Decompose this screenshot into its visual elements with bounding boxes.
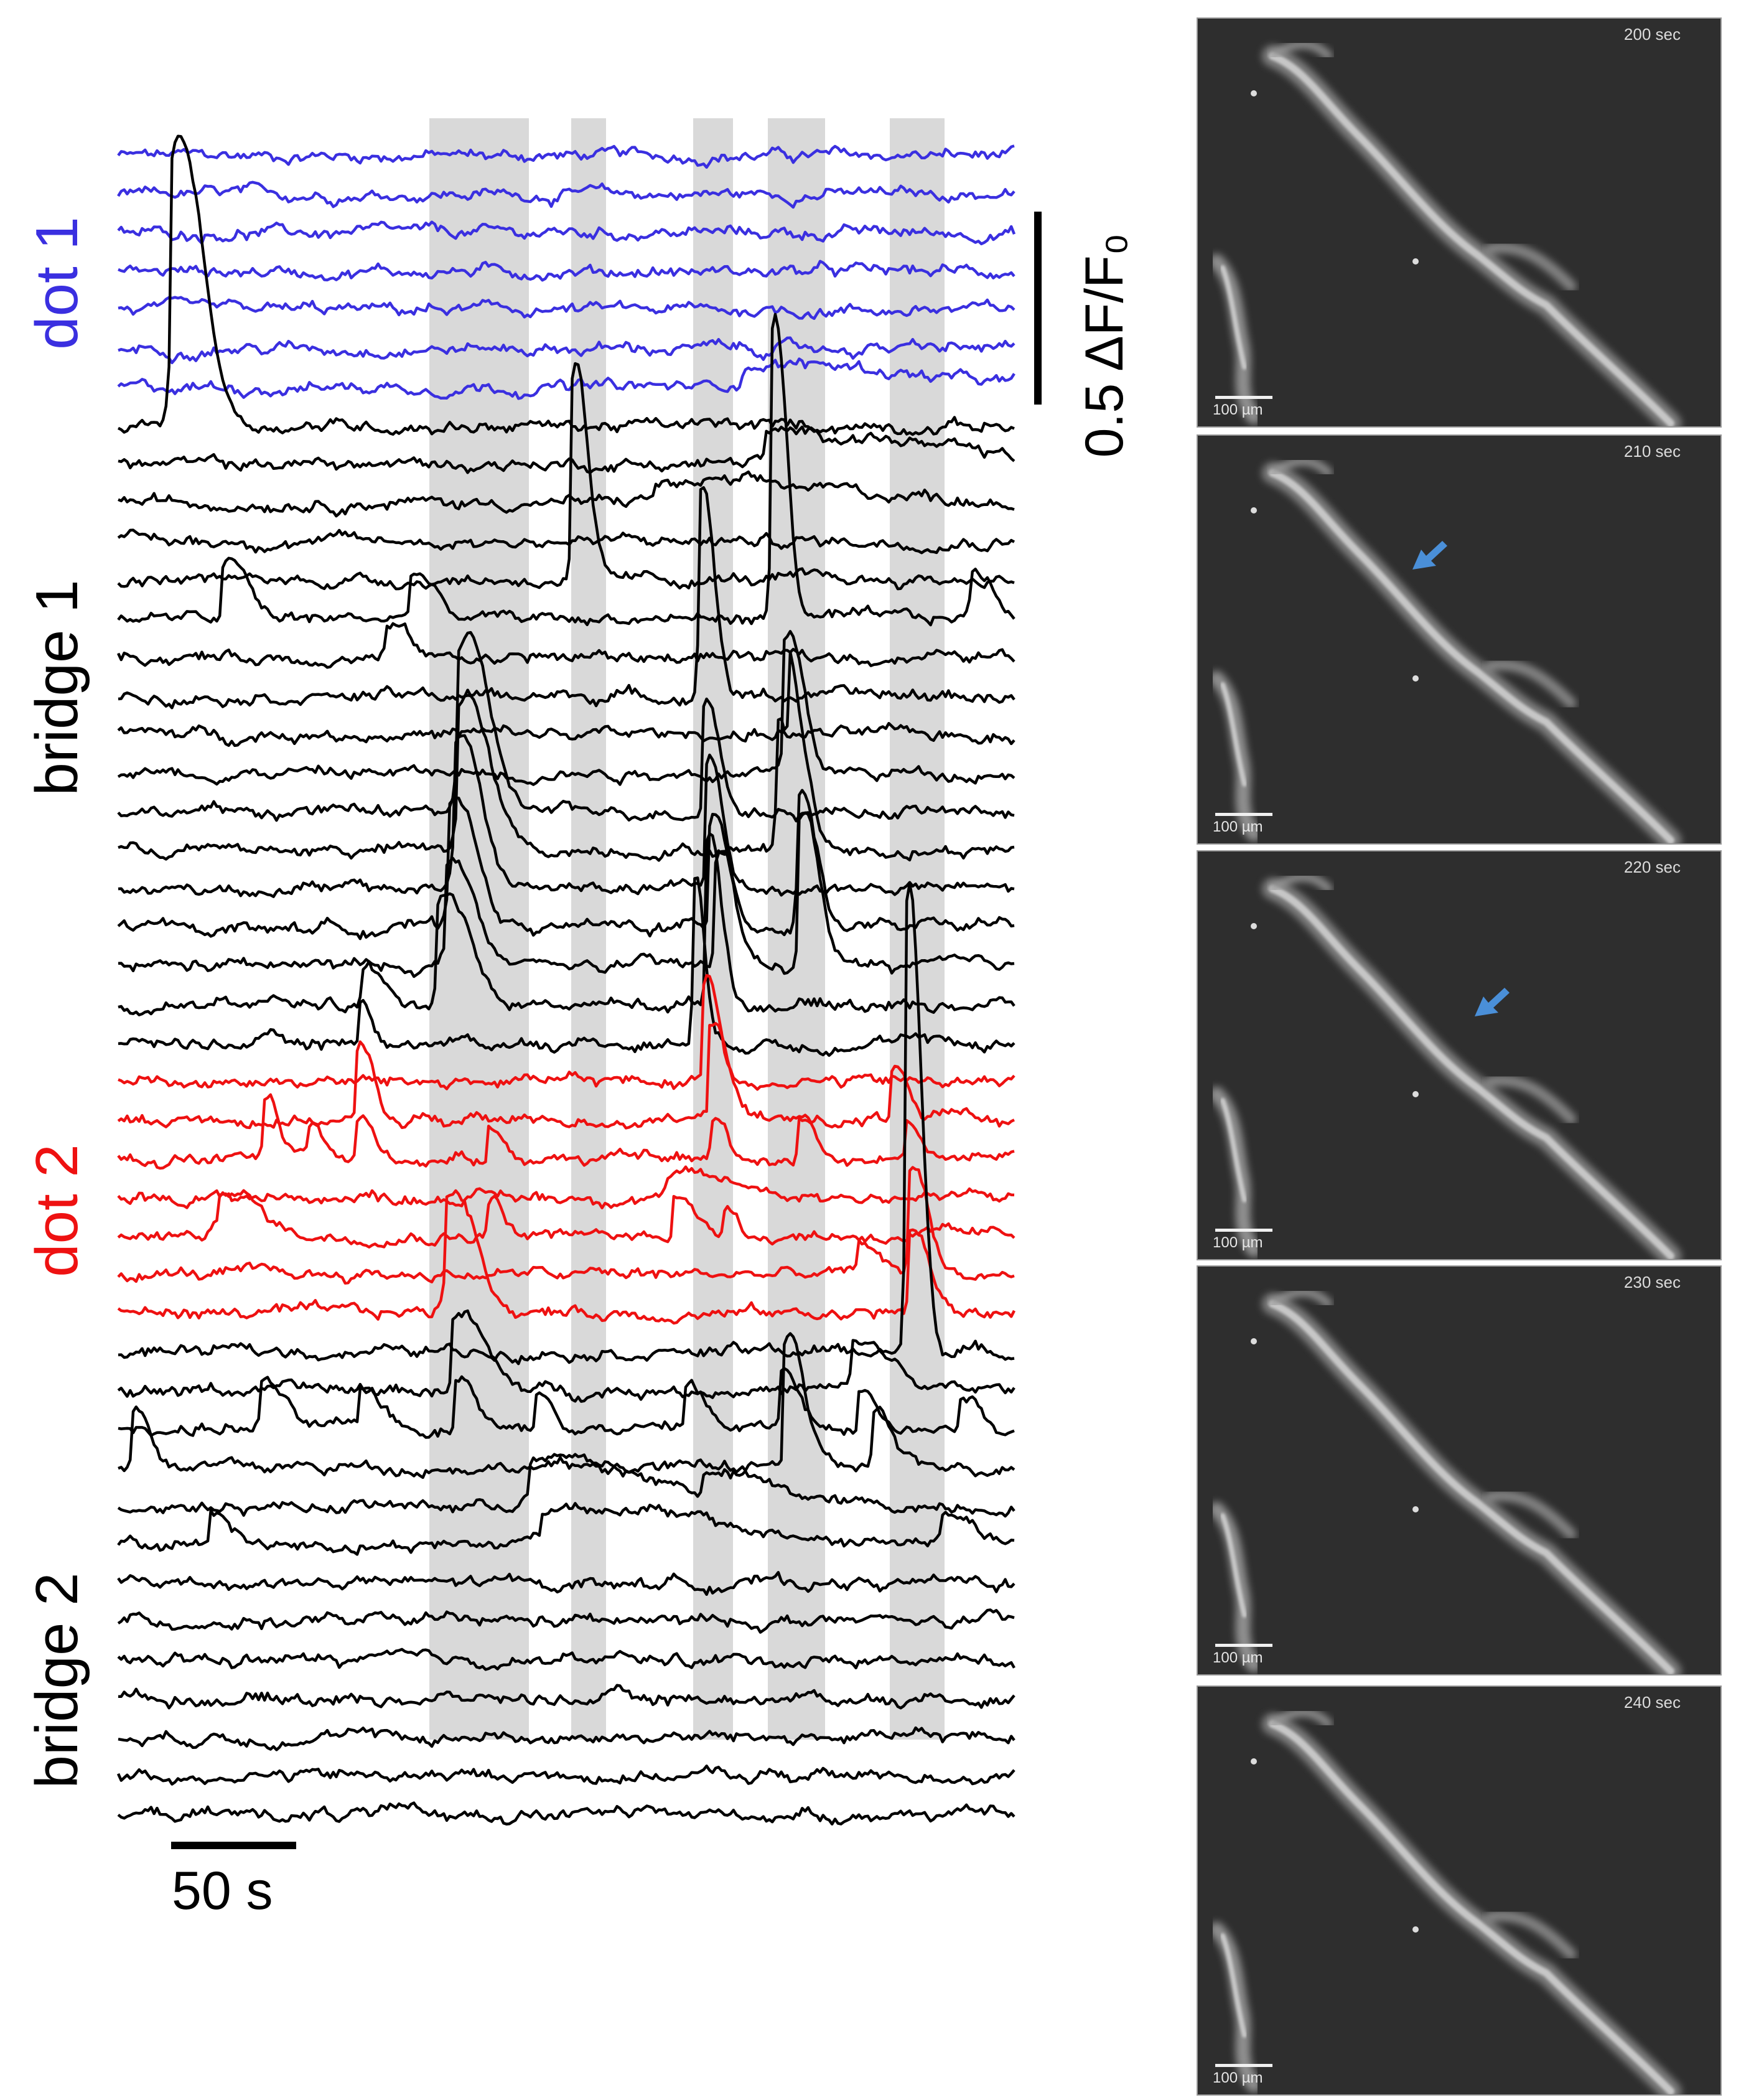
trace-bridge-1-roi-10 [117, 630, 1015, 786]
trace-bridge-1-roi-17 [118, 876, 1015, 1057]
frame-scale-bar [1215, 1644, 1272, 1647]
arrow-icon [1412, 541, 1447, 570]
trace-dot-1-roi-5 [118, 296, 1015, 321]
trace-bridge-1-roi-11 [117, 630, 1015, 823]
arrow-icon [1475, 988, 1510, 1016]
image-frame-2: 210 sec 100 µm [1197, 434, 1722, 845]
trace-bridge-1-roi-16 [118, 832, 1015, 1016]
trace-dot-1-roi-6 [118, 336, 1015, 365]
trace-bridge-1-roi-7 [116, 622, 1015, 669]
trace-dot-1-roi-1 [117, 144, 1015, 169]
trace-bridge-1-roi-1 [117, 134, 1015, 436]
trace-bridge-2-roi-7 [117, 1571, 1015, 1596]
trace-bridge-1-roi-15 [118, 811, 1015, 978]
frame-timestamp: 240 sec [1623, 1693, 1681, 1712]
trace-dot-1-roi-3 [117, 220, 1016, 246]
group-label-bridge-1: bridge 1 [24, 579, 90, 796]
frame-timestamp: 210 sec [1623, 442, 1681, 461]
micrograph-image [1209, 1708, 1681, 2094]
trace-bridge-1-roi-3 [118, 470, 1015, 518]
trace-dot-2-roi-3 [117, 1093, 1015, 1170]
frame-scale-label: 100 µm [1213, 2070, 1263, 2086]
frame-scale-label: 100 µm [1213, 1649, 1263, 1666]
frame-scale-bar [1215, 2064, 1272, 2067]
trace-bridge-2-roi-10 [118, 1684, 1015, 1710]
trace-lines [116, 134, 1016, 1826]
trace-dot-2-roi-4 [117, 1165, 1015, 1209]
trace-bridge-2-roi-12 [116, 1765, 1015, 1786]
trace-bridge-1-roi-13 [118, 734, 1015, 898]
frame-timestamp: 220 sec [1623, 858, 1681, 876]
trace-dot-2-roi-5 [117, 1189, 1015, 1249]
group-label-dot-1: dot 1 [24, 217, 90, 350]
traces-chart [116, 118, 1042, 1849]
frame-scale-bar [1215, 813, 1272, 816]
traces-panel: dot 1 bridge 1 dot 2 bridge 2 0.5 ΔF/F₀ … [24, 118, 1134, 1921]
trace-bridge-2-roi-13 [117, 1801, 1015, 1826]
trace-bridge-2-roi-8 [117, 1608, 1015, 1634]
trace-bridge-1-roi-8 [118, 486, 1015, 710]
trace-bridge-2-roi-4 [118, 1332, 1015, 1479]
trace-dot-2-roi-7 [117, 1189, 1016, 1325]
frame-scale-label: 100 µm [1213, 818, 1263, 835]
trace-bridge-2-roi-1 [118, 882, 1015, 1366]
trace-dot-1-roi-2 [117, 180, 1015, 209]
frame-scale-label: 100 µm [1213, 401, 1263, 418]
trace-dot-1-roi-4 [118, 260, 1015, 282]
group-label-dot-2: dot 2 [24, 1144, 90, 1277]
trace-bridge-1-roi-4 [117, 528, 1015, 555]
frame-timestamp: 230 sec [1623, 1273, 1681, 1291]
frame-scale-bar [1215, 396, 1272, 399]
trace-dot-2-roi-1 [118, 973, 1015, 1091]
micrograph-image [1209, 1288, 1681, 1674]
trace-bridge-2-roi-3 [118, 1367, 1015, 1439]
image-frames-panel: 200 sec 100 µm 210 sec 100 µm 220 sec 100 µm 2… [1192, 0, 1741, 2100]
image-frame-4: 230 sec 100 µm [1197, 1265, 1722, 1676]
micrograph-image [1209, 457, 1681, 843]
image-frame-1: 200 sec 100 µm [1197, 17, 1722, 428]
image-frame-5: 240 sec 100 µm [1197, 1685, 1722, 2096]
y-scale-label: 0.5 ΔF/F₀ [1075, 233, 1134, 458]
frame-scale-label: 100 µm [1213, 1234, 1263, 1251]
stimulus-window-2 [571, 118, 606, 1740]
group-label-bridge-2: bridge 2 [24, 1572, 90, 1789]
trace-bridge-1-roi-12 [118, 650, 1015, 862]
trace-bridge-2-roi-11 [118, 1726, 1015, 1751]
trace-bridge-1-roi-6 [117, 312, 1015, 627]
micrograph-image [1209, 873, 1681, 1259]
trace-bridge-2-roi-2 [117, 1309, 1015, 1403]
trace-bridge-1-roi-5 [117, 362, 1015, 591]
trace-bridge-2-roi-5 [117, 1453, 1015, 1518]
image-frame-3: 220 sec 100 µm [1197, 850, 1722, 1260]
frame-scale-bar [1215, 1229, 1272, 1232]
frame-timestamp: 200 sec [1623, 25, 1681, 44]
micrograph-image [1209, 40, 1681, 426]
trace-bridge-1-roi-2 [118, 425, 1015, 474]
stimulus-shading [429, 118, 945, 1740]
trace-bridge-1-roi-9 [117, 721, 1015, 748]
trace-bridge-2-roi-9 [117, 1648, 1015, 1671]
trace-dot-2-roi-6 [117, 1166, 1015, 1285]
trace-bridge-2-roi-6 [117, 1502, 1015, 1556]
trace-dot-1-roi-7 [117, 357, 1015, 400]
trace-dot-2-roi-2 [117, 1021, 1015, 1130]
x-scale-label: 50 s [172, 1861, 273, 1921]
trace-bridge-1-roi-14 [117, 789, 1015, 940]
